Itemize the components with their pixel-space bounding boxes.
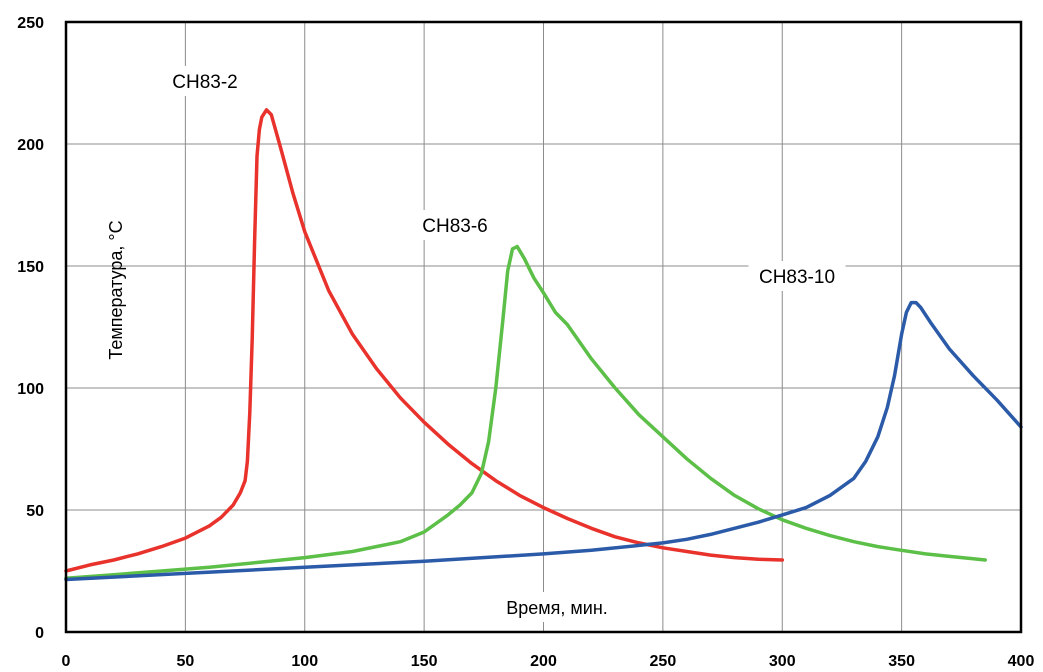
y-tick-label: 250 — [17, 15, 44, 32]
y-tick-label: 100 — [17, 381, 44, 398]
x-tick-label: 200 — [530, 653, 557, 670]
y-tick-label: 0 — [35, 625, 44, 642]
y-tick-label: 150 — [17, 259, 44, 276]
x-tick-label: 300 — [769, 653, 796, 670]
series-label-1: СН83-6 — [422, 216, 487, 237]
x-axis-title: Время, мин. — [506, 598, 608, 618]
series-label-2: СН83-10 — [759, 267, 835, 288]
x-tick-label: 0 — [62, 653, 71, 670]
series-label-background — [162, 66, 248, 96]
series-line-2 — [64, 300, 1023, 582]
x-tick-label: 50 — [176, 653, 194, 670]
x-tick-label: 350 — [888, 653, 915, 670]
series-label-background — [412, 210, 498, 240]
gridlines — [66, 22, 1021, 632]
y-axis-title: Температура, °C — [106, 220, 126, 359]
plot-area-border — [64, 20, 1023, 634]
x-tick-label: 400 — [1008, 653, 1035, 670]
y-tick-label: 50 — [26, 503, 44, 520]
x-axis-title-background — [478, 592, 636, 622]
series-line-0 — [64, 108, 785, 573]
tick-labels: 0 50 100 150 200 250 300 350 400 0 50 100 150 200 250 — [17, 15, 1034, 670]
series-line-1 — [64, 244, 987, 581]
x-tick-label: 150 — [411, 653, 438, 670]
x-tick-label: 250 — [650, 653, 677, 670]
x-tick-label: 100 — [291, 653, 318, 670]
series-lines — [64, 108, 1023, 582]
series-label-background — [748, 261, 846, 291]
series-label-0: СН83-2 — [172, 72, 237, 93]
series-labels: СН83-2 СН83-6 СН83-10 — [162, 66, 846, 291]
y-tick-label: 200 — [17, 137, 44, 154]
